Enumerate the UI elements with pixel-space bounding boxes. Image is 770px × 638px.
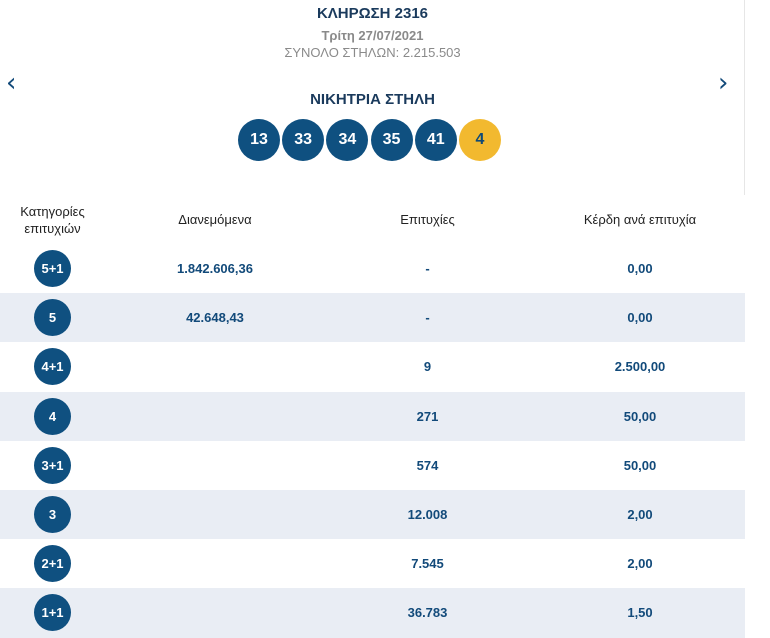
winning-number-ball: 41: [414, 119, 457, 161]
distributed-cell: 42.648,43: [186, 310, 244, 326]
winning-number-ball: 35: [370, 119, 413, 161]
header-winners: Επιτυχίες: [400, 212, 455, 227]
results-table-header: Κατηγορίες επιτυχιών Διανεμόμενα Επιτυχί…: [0, 195, 745, 243]
category-badge: 4: [34, 397, 71, 435]
table-row: 2+1 7.545 2,00: [0, 539, 745, 588]
header-prize-per-winner: Κέρδη ανά επιτυχία: [583, 212, 697, 227]
prize-cell: 50,00: [623, 408, 657, 424]
category-badge: 3+1: [34, 446, 71, 484]
winners-cell: 574: [416, 457, 439, 473]
distributed-cell: [140, 539, 290, 588]
draw-date: Τρίτη 27/07/2021: [321, 28, 424, 43]
distributed-cell: [140, 441, 290, 490]
table-row: 1+1 36.783 1,50: [0, 588, 745, 638]
distributed-cell: [140, 490, 290, 539]
next-draw-chevron-right-icon[interactable]: ›: [718, 68, 729, 98]
prize-cell: 0,00: [627, 261, 653, 276]
distributed-cell: [140, 588, 290, 637]
table-row: 5+1 1.842.606,36 - 0,00: [0, 244, 745, 293]
results-table-body: 5+1 1.842.606,36 - 0,00 5 42.648,43 - 0,…: [0, 244, 745, 638]
winners-cell: 9: [423, 359, 432, 375]
total-columns: ΣΥΝΟΛΟ ΣΤΗΛΩΝ: 2.215.503: [284, 45, 461, 60]
winners-cell: -: [425, 310, 430, 326]
prize-cell: 0,00: [627, 310, 653, 326]
category-badge: 5: [34, 299, 71, 337]
prize-cell: 1,50: [627, 605, 653, 621]
divider: [744, 0, 745, 195]
category-badge: 3: [34, 495, 71, 533]
previous-draw-chevron-left-icon[interactable]: ‹: [6, 68, 17, 98]
distributed-cell: [140, 342, 290, 391]
prize-cell: 2.500,00: [614, 359, 666, 375]
table-row: 3+1 574 50,00: [0, 441, 745, 490]
category-badge: 2+1: [34, 545, 71, 583]
winning-column-title: ΝΙΚΗΤΡΙΑ ΣΤΗΛΗ: [310, 91, 435, 108]
table-row: 4+1 9 2.500,00: [0, 342, 745, 391]
category-badge: 4+1: [34, 348, 71, 386]
distributed-cell: 1.842.606,36: [177, 261, 253, 276]
category-badge: 1+1: [34, 594, 71, 632]
joker-number-ball: 4: [458, 119, 501, 161]
winning-number-ball: 13: [238, 119, 280, 161]
header-category: Κατηγορίες επιτυχιών: [20, 204, 85, 236]
winners-cell: -: [425, 261, 430, 276]
prize-cell: 50,00: [623, 457, 657, 473]
table-row: 3 12.008 2,00: [0, 489, 745, 540]
header-distributed: Διανεμόμενα: [178, 212, 252, 227]
winning-numbers: 13 33 34 35 41 4: [238, 119, 501, 161]
distributed-cell: [140, 392, 290, 441]
winners-cell: 271: [416, 408, 439, 424]
category-badge: 5+1: [34, 250, 71, 287]
winners-cell: 12.008: [407, 506, 448, 522]
winning-number-ball: 33: [282, 119, 325, 161]
winners-cell: 36.783: [407, 605, 448, 621]
draw-title: ΚΛΗΡΩΣΗ 2316: [316, 5, 429, 22]
table-row: 5 42.648,43 - 0,00: [0, 293, 745, 343]
winning-number-ball: 34: [326, 119, 369, 161]
winners-cell: 7.545: [411, 556, 444, 572]
prize-cell: 2,00: [627, 556, 653, 572]
prize-cell: 2,00: [627, 506, 653, 522]
table-row: 4 271 50,00: [0, 391, 745, 441]
